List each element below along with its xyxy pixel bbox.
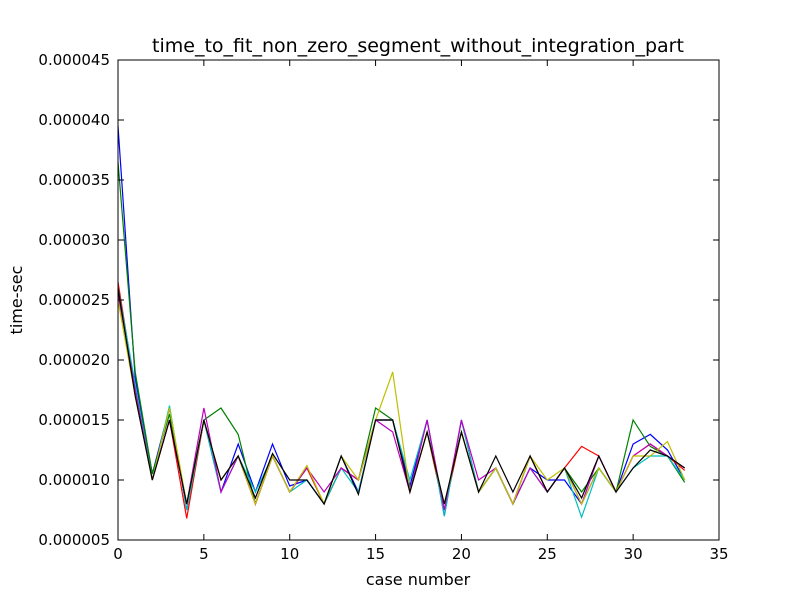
chart-title: time_to_fit_non_zero_segment_without_int… (152, 35, 684, 57)
x-tick-label: 35 (709, 545, 728, 563)
y-tick-label: 0.000035 (38, 171, 110, 189)
plot-frame (117, 59, 720, 541)
y-tick-label: 0.000040 (38, 111, 110, 129)
x-tick-label: 25 (538, 545, 557, 563)
y-tick-label: 0.000025 (38, 291, 110, 309)
y-tick-label: 0.000010 (38, 471, 110, 489)
x-tick-label: 15 (366, 545, 385, 563)
x-tick-label: 20 (452, 545, 471, 563)
y-axis-label: time-sec (7, 266, 26, 335)
y-tick-label: 0.000045 (38, 51, 110, 69)
x-tick-label: 0 (113, 545, 123, 563)
y-tick-label: 0.000015 (38, 411, 110, 429)
x-tick-label: 10 (280, 545, 299, 563)
series-line-4 (117, 287, 686, 520)
series-line-7 (117, 287, 686, 506)
ticks-layer: 0 5 10 15 20 25 30 35 0.000005 0.000010 0.000015 0.… (38, 51, 728, 563)
series-layer (117, 125, 686, 520)
y-tick-label: 0.000020 (38, 351, 110, 369)
x-tick-label: 30 (624, 545, 643, 563)
y-tick-label: 0.000005 (38, 531, 110, 549)
x-tick-label: 5 (199, 545, 209, 563)
y-tick-label: 0.000030 (38, 231, 110, 249)
x-axis-label: case number (366, 570, 471, 589)
